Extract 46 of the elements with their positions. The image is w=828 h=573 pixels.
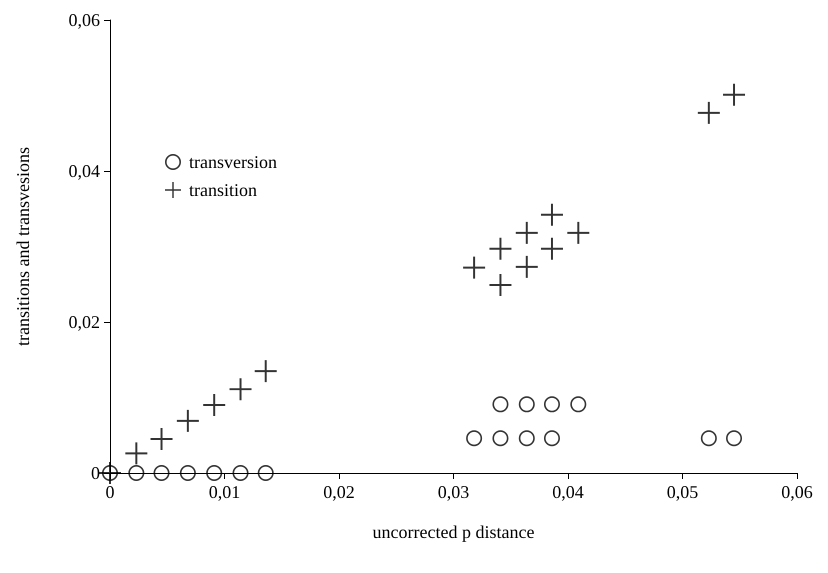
point xyxy=(258,465,274,481)
point xyxy=(567,222,590,244)
point xyxy=(466,430,482,446)
point xyxy=(544,396,560,412)
y-tick-label: 0 xyxy=(91,463,100,483)
point xyxy=(176,410,199,432)
x-tick-label: 0 xyxy=(106,482,114,502)
point xyxy=(700,430,717,446)
x-tick-label: 0,06 xyxy=(781,482,813,502)
point xyxy=(232,465,249,481)
x-tick-label: 0,02 xyxy=(323,482,355,502)
point xyxy=(203,394,226,416)
point xyxy=(150,428,173,450)
point xyxy=(128,465,144,481)
point xyxy=(570,396,586,412)
point xyxy=(516,222,538,244)
point xyxy=(180,465,196,481)
point xyxy=(125,442,148,464)
y-axis-title: transitions and transvesions xyxy=(13,147,33,346)
legend-label: transition xyxy=(189,180,257,200)
x-tick-label: 0,04 xyxy=(552,482,584,502)
point xyxy=(206,465,222,481)
point xyxy=(254,360,277,382)
x-tick-label: 0,05 xyxy=(666,482,698,502)
y-tick-label: 0,04 xyxy=(68,161,100,181)
point xyxy=(154,465,170,481)
x-axis-title: uncorrected p distance xyxy=(372,522,534,542)
point xyxy=(492,430,508,446)
point xyxy=(516,256,538,278)
point xyxy=(518,430,535,446)
point xyxy=(726,430,742,446)
y-tick-label: 0,02 xyxy=(68,312,100,332)
point xyxy=(540,204,563,226)
point xyxy=(463,256,486,279)
point xyxy=(492,396,508,412)
point xyxy=(489,238,512,260)
point xyxy=(489,274,512,296)
point xyxy=(540,238,563,260)
point xyxy=(518,396,535,412)
point xyxy=(698,102,720,124)
point xyxy=(544,430,560,446)
point xyxy=(230,378,252,400)
x-tick-label: 0,01 xyxy=(208,482,240,502)
x-tick-label: 0,03 xyxy=(438,482,470,502)
legend-label: transversion xyxy=(189,152,277,172)
y-tick-label: 0,06 xyxy=(68,10,100,30)
